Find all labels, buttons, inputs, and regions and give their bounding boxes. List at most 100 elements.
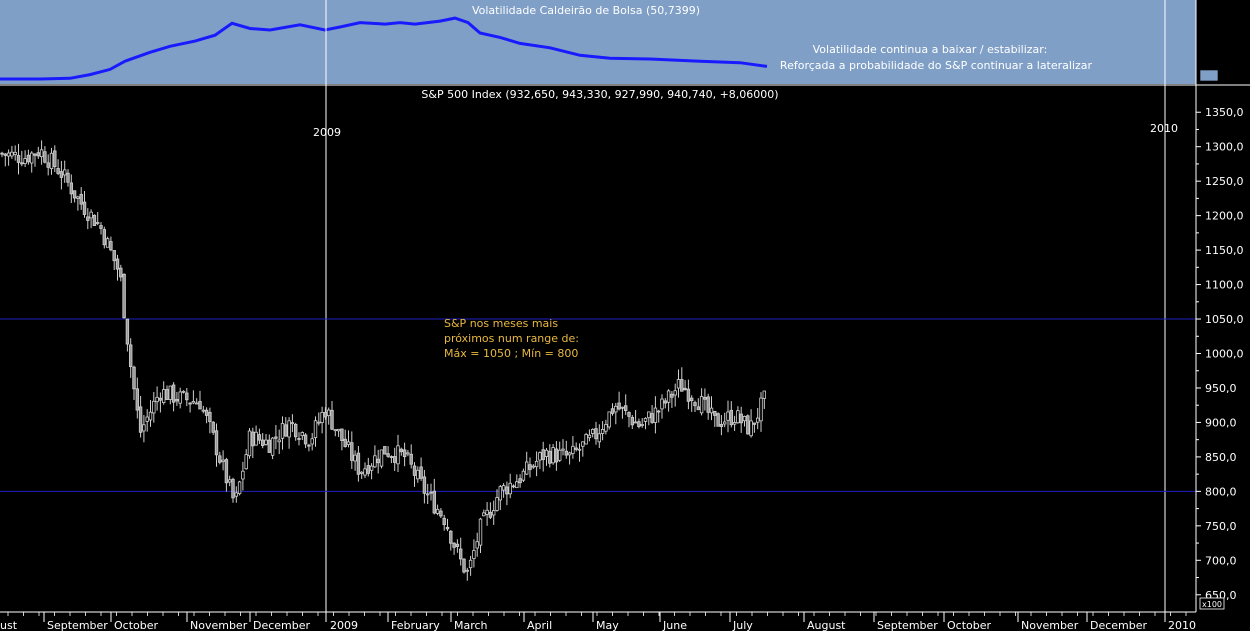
price-y-tick-label: 1150,0 [1205,244,1244,257]
candle [759,392,763,432]
candle [577,443,582,462]
candle [676,369,681,398]
candle [326,407,331,425]
candle [525,451,529,475]
candle [231,477,235,503]
candle [703,388,707,411]
candle [138,395,143,438]
candle [597,424,601,448]
candle [165,385,169,401]
candle [3,153,7,167]
candle [739,406,743,433]
candle [742,415,747,427]
candle [171,382,176,412]
candle [732,415,737,431]
candle [716,412,720,427]
candle [425,483,430,505]
candle [558,441,562,462]
candle [303,433,308,449]
candle [221,450,225,471]
candle [719,415,724,436]
price-multiplier-box [1199,597,1225,610]
volatility-y-tick-label: 100,00 [1208,24,1247,37]
candle [491,500,496,525]
candle [353,450,357,471]
candle [439,508,443,519]
candle [46,154,50,176]
candle [419,457,423,481]
candle [670,391,674,408]
candle [198,390,202,410]
candle [762,390,766,409]
price-y-tick-label: 1200,0 [1205,210,1244,223]
candle [416,466,420,483]
candle [505,481,509,506]
candle [666,389,671,412]
vol-multiplier-box [1199,69,1219,82]
candle [452,542,456,555]
candle [495,489,499,512]
candle [657,409,661,423]
candle [574,442,578,452]
candle [102,226,106,249]
candle [340,428,344,451]
candle [620,406,625,419]
candle [350,431,354,469]
candle [333,429,337,437]
candle [297,432,301,446]
candle [122,273,126,319]
candle [498,485,502,511]
price-y-tick-label: 700,0 [1205,554,1237,567]
candle [224,457,229,492]
candle [234,486,238,503]
candle [412,462,417,487]
candle [185,388,189,407]
candle [633,409,638,424]
candle [363,462,367,479]
candle [26,149,31,165]
candle [396,434,400,473]
candle [538,451,542,470]
candle [531,464,535,469]
candle [435,504,440,516]
candle [736,406,740,424]
candle [76,195,80,211]
candle [214,423,219,467]
candle [383,446,387,455]
candle [541,441,545,472]
candle [277,429,281,455]
candle [627,411,631,428]
candle [191,390,196,405]
candle [442,514,446,531]
candle [284,417,288,437]
candle [389,455,394,464]
candle [475,532,479,557]
candle [287,417,291,449]
x-axis-label: May [596,619,619,631]
candle [660,394,664,419]
candle [713,410,717,428]
candle [647,411,651,426]
candle [16,143,21,175]
candle [359,471,364,479]
candle [204,407,209,424]
candle [247,427,252,459]
candle [181,390,186,394]
candle [43,146,47,164]
candle [465,567,469,581]
candle [270,437,275,460]
candle [310,433,314,451]
candle [155,386,159,411]
candle [749,409,753,438]
x-axis-label: 2010 [1168,619,1196,631]
price-y-tick-label: 850,0 [1205,451,1237,464]
candle [478,517,483,554]
range-annotation-line1: S&P nos meses mais [444,317,558,330]
candle [366,457,370,477]
candle [508,473,512,499]
x-axis-label: July [732,619,753,631]
candle [161,381,166,405]
candle [115,254,120,281]
candle [178,387,182,409]
candle [511,484,516,489]
